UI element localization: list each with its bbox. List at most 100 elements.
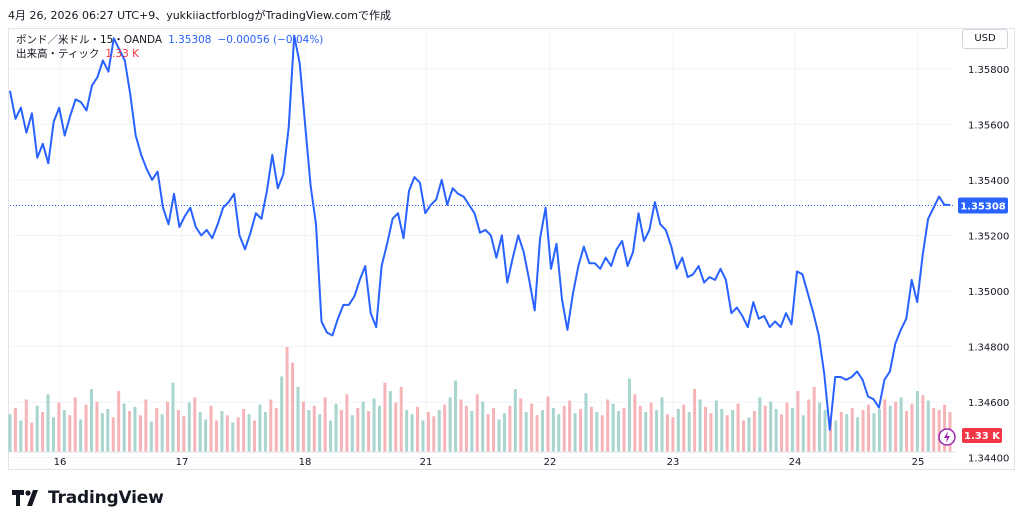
price-point: [692, 273, 694, 275]
symbol-legend[interactable]: ポンド／米ドル・15・OANDA 1.35308 −0.00056 (−0.04%): [16, 32, 323, 47]
volume-bar: [138, 415, 142, 452]
chart-header-caption: 4月 26, 2026 06:27 UTC+9、yukkiiactforblog…: [8, 9, 391, 22]
volume-bar: [182, 416, 186, 452]
volume-bar: [307, 410, 311, 452]
volume-bar: [285, 347, 289, 452]
volume-bar: [280, 376, 284, 452]
volume-legend-value: 1.33 K: [105, 48, 139, 60]
price-point: [146, 168, 148, 170]
price-point: [714, 279, 716, 281]
volume-bar: [405, 410, 409, 452]
price-point: [473, 212, 476, 214]
price-point: [113, 37, 115, 39]
volume-bar: [274, 407, 278, 452]
volume-bar: [475, 394, 479, 452]
volume-bar: [448, 397, 452, 452]
price-point: [823, 373, 825, 375]
price-point: [413, 176, 415, 178]
y-tick-label: 1.34400: [968, 454, 1009, 465]
y-tick-label: 1.35600: [968, 120, 1009, 131]
price-point: [812, 312, 815, 314]
last-price-tag: [958, 197, 1008, 214]
price-point: [856, 370, 858, 373]
price-point: [938, 196, 940, 198]
price-point: [484, 229, 487, 231]
price-point: [370, 312, 372, 314]
volume-bar: [90, 389, 94, 452]
volume-bar: [432, 416, 436, 452]
x-tick-label: 16: [54, 457, 67, 468]
price-point: [271, 154, 273, 156]
price-point: [200, 234, 202, 236]
price-point: [260, 218, 262, 220]
volume-bar: [329, 420, 333, 452]
volume-bar: [796, 391, 800, 452]
volume-bar: [926, 400, 930, 452]
price-point: [610, 265, 612, 267]
volume-bar: [731, 410, 735, 452]
price-point: [752, 301, 754, 303]
volume-bar: [437, 410, 441, 452]
price-point: [829, 429, 831, 431]
volume-bar: [253, 420, 257, 452]
volume-bar: [198, 412, 202, 452]
price-point: [495, 257, 497, 259]
price-point: [687, 276, 689, 278]
volume-bar: [921, 395, 925, 452]
price-point: [670, 246, 672, 248]
volume-bar: [122, 403, 126, 452]
price-point: [359, 279, 361, 281]
volume-bar: [790, 407, 794, 452]
price-point: [140, 154, 142, 156]
price-point: [386, 243, 388, 245]
price-point: [326, 332, 328, 334]
price-point: [463, 196, 465, 198]
price-point: [479, 232, 481, 234]
y-tick-label: 1.35000: [968, 287, 1009, 298]
volume-bar: [883, 399, 887, 452]
volume-bar: [35, 405, 39, 452]
price-point: [69, 115, 71, 117]
price-point: [676, 268, 678, 270]
volume-bar: [823, 410, 827, 452]
volume-bar: [166, 401, 170, 452]
volume-bar: [579, 408, 583, 452]
volume-bar: [187, 402, 191, 452]
price-point: [741, 315, 743, 317]
price-point: [534, 309, 536, 311]
price-point: [157, 171, 159, 173]
price-point: [769, 326, 771, 328]
volume-bar: [41, 412, 45, 452]
volume-bar: [780, 414, 784, 452]
price-point: [162, 207, 164, 209]
price-point: [523, 251, 525, 253]
price-point: [441, 179, 443, 181]
volume-bar: [557, 414, 561, 452]
price-point: [747, 326, 749, 328]
volume-bar: [703, 406, 707, 452]
volume-bar: [910, 403, 914, 452]
price-point: [627, 265, 629, 267]
brand-footer[interactable]: TradingView: [12, 488, 164, 508]
price-point: [42, 143, 44, 145]
volume-legend[interactable]: 出来高・ティック 1.33 K: [16, 46, 139, 61]
price-point: [922, 254, 924, 256]
price-point: [790, 323, 793, 325]
volume-bars: [8, 347, 952, 452]
price-point: [736, 307, 738, 309]
volume-bar: [866, 404, 870, 452]
volume-bar: [242, 408, 246, 452]
price-point: [36, 157, 38, 159]
volume-bar: [296, 386, 300, 452]
price-point: [457, 193, 459, 195]
price-point: [217, 223, 219, 225]
volume-bar: [133, 406, 137, 452]
volume-bar: [839, 412, 843, 452]
price-point: [9, 90, 11, 92]
price-point: [550, 268, 552, 270]
volume-bar: [8, 414, 12, 452]
price-point: [47, 162, 49, 164]
currency-button[interactable]: USD: [962, 29, 1008, 49]
volume-bar: [714, 400, 718, 452]
